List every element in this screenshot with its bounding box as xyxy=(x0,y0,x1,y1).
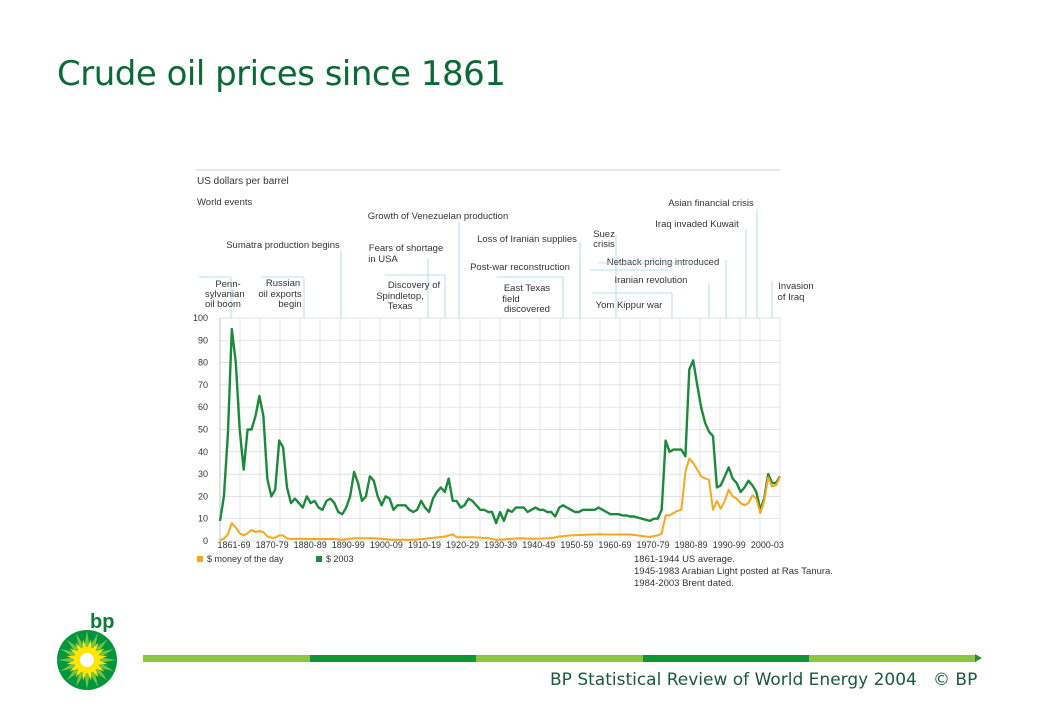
x-tick-label: 1960-69 xyxy=(598,540,631,550)
event-annotation: Texas xyxy=(388,301,413,312)
x-tick-label: 1930-39 xyxy=(484,540,517,550)
series-line-money-of-the-day xyxy=(219,457,781,541)
event-annotation: begin xyxy=(278,299,301,310)
x-tick-label: 2000-03 xyxy=(751,540,784,550)
event-annotation: oil boom xyxy=(205,299,241,310)
y-tick-label: 0 xyxy=(203,536,208,546)
source-note: 1945-1983 Arabian Light posted at Ras Ta… xyxy=(634,566,833,577)
y-tick-label: 80 xyxy=(198,358,208,368)
y-tick-label: 40 xyxy=(198,447,208,457)
event-annotation: oil exports xyxy=(258,289,302,300)
event-annotation: Russian xyxy=(266,278,300,289)
x-tick-label: 1900-09 xyxy=(370,540,403,550)
x-tick-label: 1920-29 xyxy=(446,540,479,550)
event-annotation: Growth of Venezuelan production xyxy=(368,211,508,222)
footer-bar-segment xyxy=(476,655,643,662)
footer-bar-segment xyxy=(143,655,310,662)
event-annotation: Yom Kippur war xyxy=(596,300,663,311)
footer-source-text: BP Statistical Review of World Energy 20… xyxy=(550,670,917,690)
event-annotation: Netback pricing introduced xyxy=(607,257,719,268)
slide-title: Crude oil prices since 1861 xyxy=(57,54,506,94)
footer-bar-segment xyxy=(309,655,477,662)
oil-price-chart: US dollars per barrel World events 0 10 20 30… xyxy=(193,169,833,589)
y-tick-label: 60 xyxy=(198,402,208,412)
event-annotation: Iranian revolution xyxy=(615,275,688,286)
footer-copyright: © BP xyxy=(933,670,978,690)
x-tick-label: 1861-69 xyxy=(217,540,250,550)
event-annotation: Invasion xyxy=(778,281,813,292)
source-note: 1861-1944 US average. xyxy=(634,554,735,565)
x-tick-label: 1940-49 xyxy=(522,540,555,550)
y-axis-unit-label: US dollars per barrel xyxy=(197,176,289,187)
world-events-label: World events xyxy=(197,197,253,208)
y-tick-label: 30 xyxy=(198,469,208,479)
x-tick-label: 1910-19 xyxy=(408,540,441,550)
event-annotation: Spindletop, xyxy=(376,291,424,302)
event-annotation: sylvanian xyxy=(205,289,245,300)
event-annotation: Iraq invaded Kuwait xyxy=(655,219,739,230)
x-tick-label: 1970-79 xyxy=(637,540,670,550)
event-annotation: Sumatra production begins xyxy=(226,240,340,251)
event-annotation: Post-war reconstruction xyxy=(470,262,570,273)
bp-logo-text: bp xyxy=(90,611,114,633)
footer-bar-segment xyxy=(809,655,976,662)
event-annotation: Discovery of xyxy=(388,280,441,291)
legend-label-money-of-the-day: $ money of the day xyxy=(207,554,284,564)
bp-logo: bp xyxy=(52,610,122,694)
event-annotation: Asian financial crisis xyxy=(668,198,754,209)
x-tick-label: 1880-89 xyxy=(294,540,327,550)
event-annotation: Loss of Iranian supplies xyxy=(477,234,577,245)
source-note: 1984-2003 Brent dated. xyxy=(634,578,734,589)
event-annotation: in USA xyxy=(368,254,398,265)
event-annotation: East Texas xyxy=(504,283,551,294)
x-tick-label: 1950-59 xyxy=(560,540,593,550)
footer-color-bar xyxy=(143,655,976,662)
y-tick-label: 20 xyxy=(198,491,208,501)
x-tick-label: 1990-99 xyxy=(713,540,746,550)
event-annotation: of Iraq xyxy=(778,292,805,303)
y-tick-label: 100 xyxy=(193,313,208,323)
helios-icon xyxy=(57,630,117,690)
y-tick-label: 90 xyxy=(198,335,208,345)
y-tick-label: 50 xyxy=(198,425,208,435)
event-annotation: Suez xyxy=(593,229,615,240)
event-annotation: Penn- xyxy=(215,279,240,290)
footer-bar-arrow xyxy=(975,654,982,662)
y-tick-label: 70 xyxy=(198,380,208,390)
event-annotation: field xyxy=(502,294,519,305)
series-line-usd-2003 xyxy=(218,327,782,525)
x-tick-label: 1980-89 xyxy=(675,540,708,550)
legend-label-usd-2003: $ 2003 xyxy=(326,554,354,564)
legend-swatch-money-of-the-day xyxy=(197,556,203,562)
footer-bar-segment xyxy=(642,655,810,662)
event-annotation: discovered xyxy=(504,304,550,315)
legend-swatch-usd-2003 xyxy=(316,556,322,562)
event-annotation: Fears of shortage xyxy=(369,243,443,254)
event-annotation: crisis xyxy=(593,239,615,250)
x-tick-label: 1890-99 xyxy=(332,540,365,550)
y-tick-label: 10 xyxy=(198,514,208,524)
x-tick-label: 1870-79 xyxy=(256,540,289,550)
